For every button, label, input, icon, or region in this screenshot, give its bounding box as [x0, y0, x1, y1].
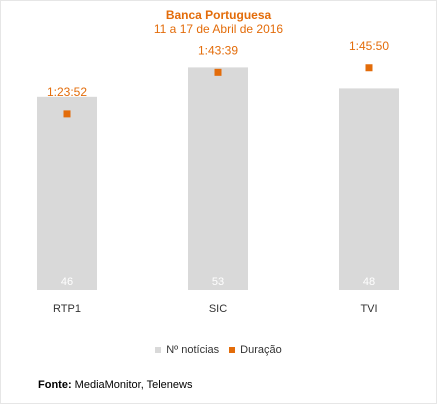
duration-label: 1:43:39	[198, 43, 238, 57]
source-note: Fonte: MediaMonitor, Telenews	[38, 379, 192, 391]
category-label: TVI	[360, 303, 377, 315]
bar-value-label: 53	[212, 276, 224, 288]
category-label: RTP1	[53, 303, 81, 315]
duration-point-sic[interactable]	[214, 68, 222, 76]
bar-tvi[interactable]	[339, 88, 399, 291]
duration-point-tvi[interactable]	[365, 64, 373, 72]
bar-sic[interactable]	[188, 67, 248, 291]
legend-bar-label: Nº notícias	[166, 344, 220, 356]
chart-subtitle: 11 a 17 de Abril de 2016	[153, 22, 284, 36]
duration-label: 1:23:52	[47, 85, 87, 99]
legend-point-swatch	[229, 347, 236, 353]
legend-bar-swatch	[155, 347, 162, 353]
category-label: SIC	[209, 303, 227, 315]
legend-point-label: Duração	[240, 344, 282, 356]
chart-title: Banca Portuguesa	[165, 8, 272, 22]
chart-legend: Nº notícias Duração	[0, 344, 437, 356]
legend-item-noticias[interactable]: Nº notícias	[155, 344, 219, 356]
duration-label: 1:45:50	[349, 39, 389, 53]
bar-rtp1[interactable]	[37, 96, 97, 290]
bar-value-label: 46	[61, 276, 73, 288]
bar-value-label: 48	[363, 276, 375, 288]
source-text: MediaMonitor, Telenews	[71, 379, 193, 391]
duration-point-rtp1[interactable]	[63, 110, 71, 118]
legend-item-duracao[interactable]: Duração	[229, 344, 282, 356]
source-label: Fonte:	[38, 379, 72, 391]
